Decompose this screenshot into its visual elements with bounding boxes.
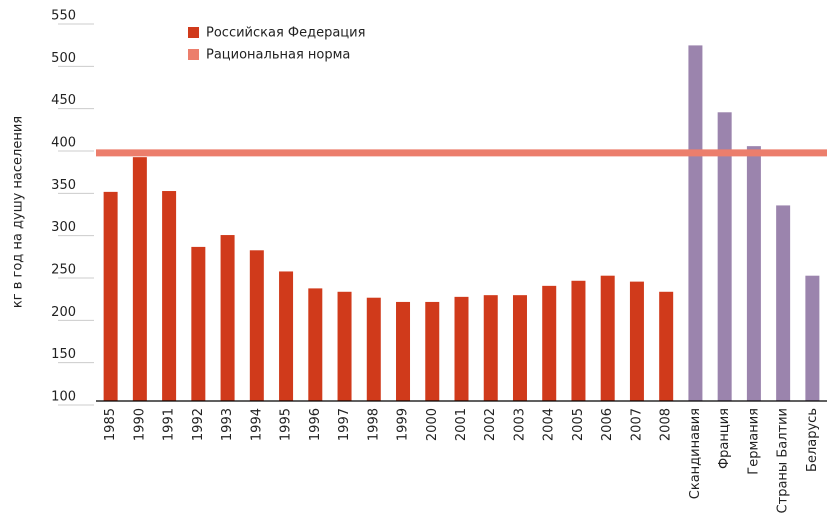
bar (366, 297, 381, 401)
x-tick-label: 2003 (512, 408, 527, 441)
bar (279, 271, 294, 401)
bar (600, 275, 615, 401)
x-tick-label: 2004 (542, 408, 557, 441)
x-tick-label: 2000 (425, 408, 440, 441)
bar (162, 191, 177, 401)
y-tick-label: 250 (51, 263, 76, 278)
legend-swatch (188, 27, 199, 38)
bar (249, 250, 264, 401)
bar (629, 281, 644, 401)
x-tick-label: Германия (746, 408, 761, 475)
legend-swatch (188, 49, 199, 60)
y-tick-label: 450 (51, 93, 76, 108)
bar (542, 285, 557, 401)
bar (425, 301, 440, 401)
y-tick-label: 500 (51, 51, 76, 66)
x-tick-label: 2005 (571, 408, 586, 441)
y-tick-label: 300 (51, 220, 76, 235)
x-tick-label: 1999 (396, 408, 411, 441)
x-tick-label: 2006 (600, 408, 615, 441)
x-tick-label: Франция (717, 408, 732, 469)
bar (103, 191, 118, 401)
y-axis-label: кг в год на душу населения (11, 116, 26, 308)
legend-label: Рациональная норма (206, 48, 350, 63)
x-tick-label: 2001 (454, 408, 469, 441)
bar (220, 235, 235, 401)
bar (571, 280, 586, 401)
y-tick-label: 200 (51, 305, 76, 320)
bar (776, 205, 791, 401)
bar (688, 45, 703, 402)
bar (396, 301, 411, 401)
y-tick-label: 550 (51, 9, 76, 24)
x-tick-label: 1993 (220, 408, 235, 441)
x-tick-label: 2008 (659, 408, 674, 441)
bar (659, 291, 674, 401)
bar (805, 275, 820, 401)
x-tick-label: Скандинавия (688, 408, 703, 499)
x-tick-label: Страны Балтии (776, 408, 791, 513)
x-tick-label: 1990 (132, 408, 147, 441)
x-tick-label: Беларусь (805, 408, 820, 472)
bar (512, 295, 527, 401)
bar (717, 112, 732, 401)
x-tick-label: 1992 (191, 408, 206, 441)
bar (337, 291, 352, 401)
x-tick-label: 1994 (249, 408, 264, 441)
bar (132, 157, 147, 401)
x-tick-label: 2007 (629, 408, 644, 441)
bar (308, 288, 323, 401)
x-tick-label: 1991 (162, 408, 177, 441)
y-tick-label: 400 (51, 136, 76, 151)
y-tick-label: 100 (51, 390, 76, 405)
legend-label: Российская Федерация (206, 26, 365, 41)
bar (191, 246, 206, 401)
bar (483, 295, 498, 401)
x-tick-label: 1998 (366, 408, 381, 441)
bar (454, 296, 469, 401)
y-tick-label: 150 (51, 347, 76, 362)
x-tick-label: 1995 (279, 408, 294, 441)
x-tick-label: 1996 (308, 408, 323, 441)
x-tick-label: 1997 (337, 408, 352, 441)
y-tick-label: 350 (51, 178, 76, 193)
bar (746, 146, 761, 401)
x-tick-label: 1985 (103, 408, 118, 441)
x-tick-label: 2002 (483, 408, 498, 441)
